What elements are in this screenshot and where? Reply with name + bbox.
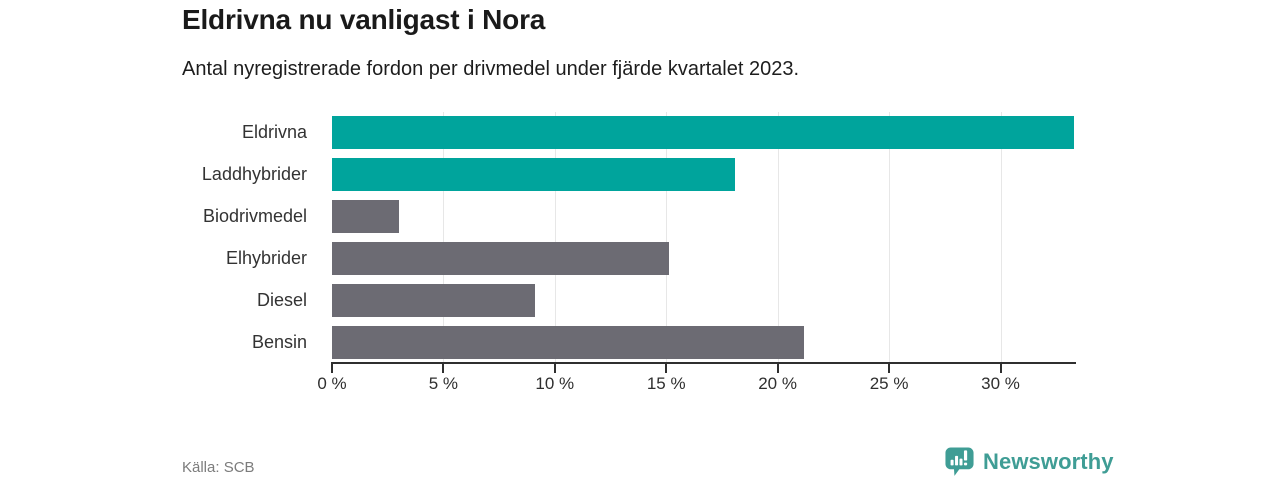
gridline-15 bbox=[666, 112, 668, 363]
source-note: Källa: SCB bbox=[182, 459, 255, 476]
gridline-20 bbox=[777, 112, 779, 363]
category-label: Eldrivna bbox=[241, 122, 307, 143]
category-label: Biodrivmedel bbox=[202, 206, 307, 227]
bar-diesel bbox=[332, 283, 535, 317]
axis-tick-label-25: 25 % bbox=[869, 374, 909, 393]
axis-tick-5 bbox=[442, 362, 445, 373]
axis-tick-25 bbox=[888, 362, 891, 373]
bar-laddhybrider bbox=[332, 158, 736, 192]
axis-tick-10 bbox=[553, 362, 556, 373]
chart-title: Eldrivna nu vanligast i Nora bbox=[182, 4, 546, 35]
gridline-10 bbox=[554, 112, 556, 363]
axis-tick-0 bbox=[331, 362, 333, 373]
bar-bensin bbox=[332, 325, 805, 359]
category-label: Diesel bbox=[256, 289, 307, 310]
x-axis-line bbox=[332, 362, 1076, 364]
gridline-5 bbox=[443, 112, 445, 363]
gridline-30 bbox=[1000, 112, 1002, 363]
axis-tick-label-20: 20 % bbox=[758, 374, 797, 393]
category-label: Elhybrider bbox=[225, 247, 307, 268]
bar-biodrivmedel bbox=[332, 200, 399, 234]
brand-name: Newsworthy bbox=[983, 449, 1114, 474]
axis-tick-label-5: 5 % bbox=[428, 374, 459, 393]
gridline-25 bbox=[889, 112, 891, 363]
axis-tick-label-30: 30 % bbox=[981, 374, 1020, 393]
newsworthy-icon bbox=[945, 447, 974, 476]
category-axis: Eldrivna Laddhybrider Biodrivmedel Elhybrid… bbox=[0, 112, 320, 363]
newsworthy-logo[interactable]: Newsworthy bbox=[944, 446, 1114, 478]
category-label: Bensin bbox=[251, 331, 307, 352]
category-label: Laddhybrider bbox=[201, 164, 307, 185]
axis-tick-label-10: 10 % bbox=[535, 374, 575, 393]
bar-elhybrider bbox=[332, 241, 669, 275]
axis-tick-30 bbox=[999, 362, 1002, 373]
chart-subtitle: Antal nyregistrerade fordon per drivmede… bbox=[182, 58, 800, 80]
axis-tick-20 bbox=[776, 362, 779, 373]
bar-chart-plot-area: Eldrivna Laddhybrider Biodrivmedel Elhybrid… bbox=[202, 112, 1076, 393]
axis-tick-15 bbox=[665, 362, 668, 373]
axis-tick-label-0: 0 % bbox=[317, 374, 347, 393]
axis-tick-label-15: 15 % bbox=[646, 374, 686, 393]
bar-eldrivna bbox=[332, 116, 1074, 150]
